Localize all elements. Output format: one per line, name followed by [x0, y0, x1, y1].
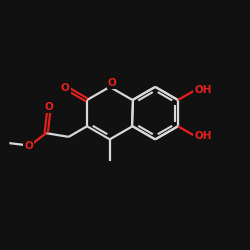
- Text: O: O: [24, 141, 33, 150]
- Text: OH: OH: [194, 85, 212, 95]
- Text: O: O: [44, 102, 53, 112]
- Text: O: O: [60, 83, 69, 93]
- Text: O: O: [108, 78, 117, 88]
- Text: OH: OH: [194, 131, 212, 141]
